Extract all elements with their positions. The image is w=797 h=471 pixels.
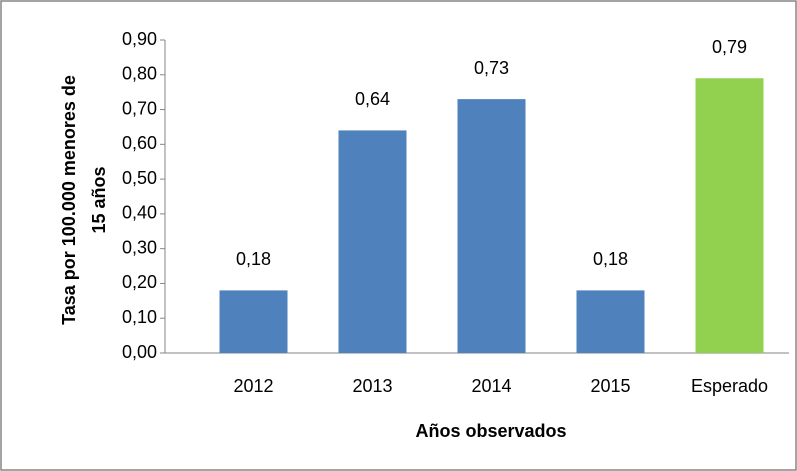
bar	[695, 78, 764, 353]
x-axis-label: Años observados	[415, 421, 566, 441]
x-tick-label: 2015	[590, 376, 630, 396]
value-label: 0,79	[712, 37, 747, 57]
y-tick-label: 0,60	[122, 133, 157, 153]
value-label: 0,18	[593, 249, 628, 269]
x-tick-label: 2013	[352, 376, 392, 396]
y-tick-label: 0,90	[122, 29, 157, 49]
bar	[457, 99, 526, 353]
value-label: 0,73	[474, 58, 509, 78]
bar	[576, 290, 645, 353]
x-tick-label: 2012	[233, 376, 273, 396]
y-axis-label: Tasa por 100.000 menores de 15 años	[59, 75, 109, 325]
x-tick-label: Esperado	[691, 376, 768, 396]
x-tick-label: 2014	[471, 376, 511, 396]
y-tick-label: 0,30	[122, 237, 157, 257]
value-label: 0,18	[236, 249, 271, 269]
value-label: 0,64	[355, 89, 390, 109]
bar	[219, 290, 288, 353]
y-tick-label: 0,20	[122, 272, 157, 292]
y-tick-label: 0,50	[122, 168, 157, 188]
y-axis-label-line: 15 años	[89, 166, 109, 233]
y-tick-label: 0,00	[122, 342, 157, 362]
y-tick-label: 0,40	[122, 203, 157, 223]
y-tick-label: 0,70	[122, 98, 157, 118]
y-tick-label: 0,80	[122, 64, 157, 84]
bar	[338, 130, 407, 353]
y-tick-label: 0,10	[122, 307, 157, 327]
y-axis-label-line: Tasa por 100.000 menores de	[59, 75, 79, 325]
